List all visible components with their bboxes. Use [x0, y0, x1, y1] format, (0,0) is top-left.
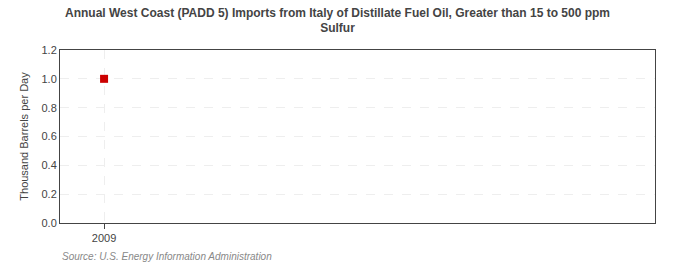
svg-text:Thousand Barrels per Day: Thousand Barrels per Day [18, 72, 30, 201]
svg-text:2009: 2009 [92, 232, 116, 244]
svg-text:1.0: 1.0 [42, 73, 57, 85]
svg-text:0.2: 0.2 [42, 188, 57, 200]
svg-text:1.2: 1.2 [42, 44, 57, 56]
svg-text:Source: U.S. Energy Informatio: Source: U.S. Energy Information Administ… [62, 251, 272, 262]
svg-text:0.6: 0.6 [42, 130, 57, 142]
svg-text:0.0: 0.0 [42, 217, 57, 229]
svg-text:0.8: 0.8 [42, 102, 57, 114]
svg-text:0.4: 0.4 [42, 159, 57, 171]
svg-text:Annual West Coast (PADD 5) Imp: Annual West Coast (PADD 5) Imports from … [65, 6, 610, 36]
